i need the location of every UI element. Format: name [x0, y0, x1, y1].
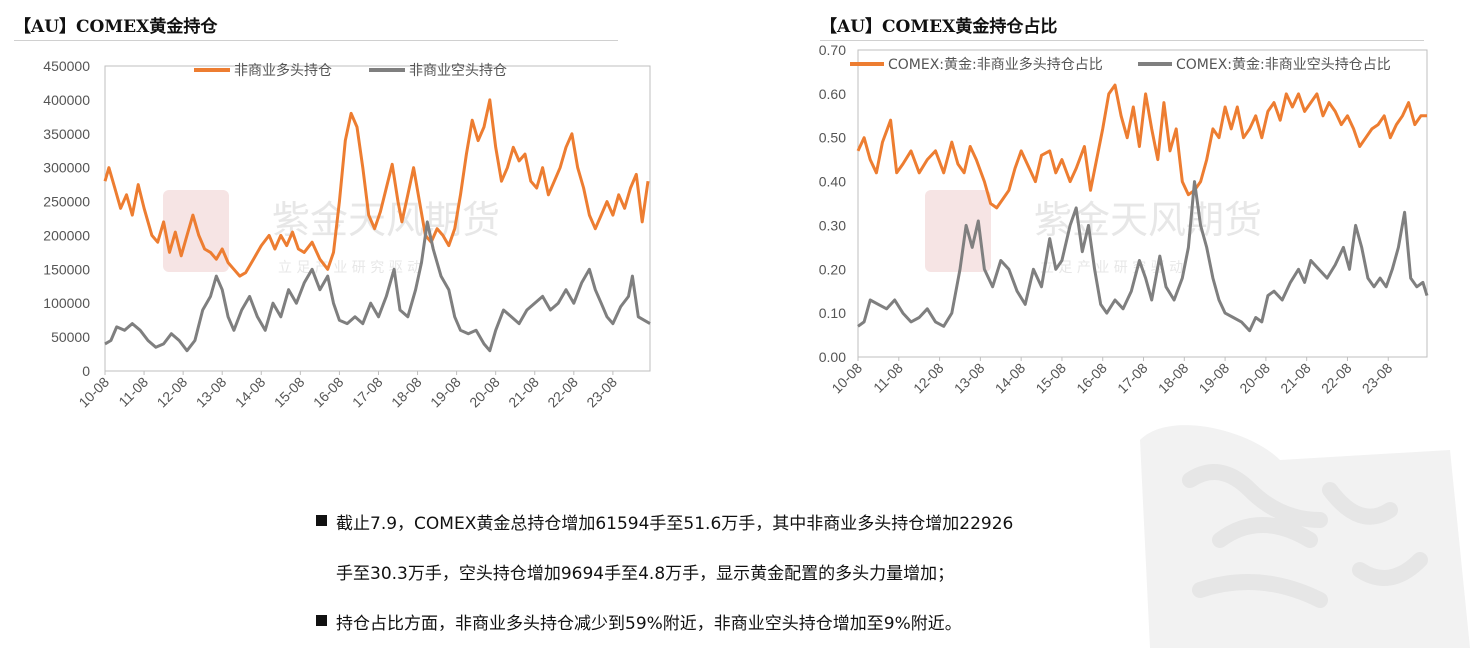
y-tick-label: 100000: [43, 295, 90, 311]
y-tick-label: 0.40: [819, 174, 846, 190]
bullet-square-icon: [316, 515, 327, 526]
y-tick-label: 0: [82, 363, 90, 379]
seal-icon: [925, 190, 991, 272]
plot-frame: [857, 49, 1428, 358]
x-tick-label: 22-08: [544, 374, 581, 411]
x-tick-label: 17-08: [349, 374, 386, 411]
bullet-1-line-2: 手至30.3万手，空头持仓增加9694手至4.8万手，显示黄金配置的多头力量增加…: [336, 564, 955, 584]
x-tick-label: 15-08: [271, 374, 308, 411]
x-tick-label: 10-08: [828, 360, 865, 397]
x-tick-label: 10-08: [75, 374, 112, 411]
y-tick-label: 50000: [51, 329, 90, 345]
watermark-tagline: 立 足 产 业 研 究 驱 动: [278, 260, 421, 276]
x-tick-label: 13-08: [951, 360, 988, 397]
x-tick-label: 12-08: [154, 374, 191, 411]
chart-1-title: 【AU】COMEX黄金持仓: [14, 17, 218, 37]
watermark-tagline: 立 足 产 业 研 究 驱 动: [1040, 260, 1183, 276]
y-tick-label: 450000: [43, 58, 90, 74]
x-tick-label: 18-08: [388, 374, 425, 411]
x-tick-label: 23-08: [1359, 360, 1396, 397]
legend-label: COMEX:黄金:非商业空头持仓占比: [1176, 56, 1391, 73]
y-tick-label: 400000: [43, 92, 90, 108]
x-tick-label: 11-08: [115, 374, 151, 410]
series-line-1: [103, 98, 650, 278]
bullet-1-line-1: 截止7.9，COMEX黄金总持仓增加61594手至51.6万手，其中非商业多头持…: [336, 514, 1014, 534]
y-tick-label: 0.10: [819, 305, 846, 321]
x-tick-label: 17-08: [1114, 360, 1151, 397]
x-tick-label: 14-08: [232, 374, 269, 411]
y-tick-label: 0.20: [819, 261, 846, 277]
y-tick-label: 350000: [43, 126, 90, 142]
y-tick-label: 250000: [43, 194, 90, 210]
bullet-2: 持仓占比方面，非商业多头持仓减少到59%附近，非商业空头持仓增加至9%附近。: [336, 614, 962, 634]
chart-2-title-rule: [820, 40, 1424, 41]
x-tick-label: 23-08: [583, 374, 620, 411]
x-tick-label: 21-08: [505, 374, 542, 411]
watermark-brand: 紫金天风期货: [272, 198, 500, 242]
x-tick-label: 21-08: [1277, 360, 1314, 397]
y-tick-label: 0.50: [819, 130, 846, 146]
plot-frame: [104, 65, 651, 372]
seal-watermark-large: [1130, 420, 1477, 648]
x-tick-label: 13-08: [193, 374, 230, 411]
y-tick-label: 0.70: [819, 42, 846, 58]
x-tick-label: 19-08: [1196, 360, 1233, 397]
x-tick-label: 16-08: [310, 374, 347, 411]
y-tick-label: 0.60: [819, 86, 846, 102]
x-tick-label: 22-08: [1318, 360, 1355, 397]
x-tick-label: 16-08: [1073, 360, 1110, 397]
y-tick-label: 300000: [43, 160, 90, 176]
y-tick-label: 0.30: [819, 217, 846, 233]
x-tick-label: 12-08: [910, 360, 947, 397]
legend-label: COMEX:黄金:非商业多头持仓占比: [888, 56, 1103, 73]
legend-label: 非商业多头持仓: [234, 62, 332, 79]
chart-1-title-rule: [14, 40, 618, 41]
legend-label: 非商业空头持仓: [409, 63, 507, 79]
chart-2-title: 【AU】COMEX黄金持仓占比: [820, 17, 1058, 37]
x-tick-label: 20-08: [1236, 360, 1273, 397]
chart-1-watermark: 紫金天风期货 立 足 产 业 研 究 驱 动: [163, 190, 500, 276]
series-line-2: [857, 180, 1429, 333]
bullet-square-icon: [316, 615, 327, 626]
x-tick-label: 18-08: [1155, 360, 1192, 397]
x-tick-label: 20-08: [466, 374, 503, 411]
x-tick-label: 19-08: [427, 374, 464, 411]
x-tick-label: 15-08: [1032, 360, 1069, 397]
series-line-2: [104, 220, 651, 353]
y-tick-label: 200000: [43, 227, 90, 243]
y-tick-label: 0.00: [819, 349, 846, 365]
x-tick-label: 14-08: [992, 360, 1029, 397]
x-tick-label: 11-08: [870, 360, 906, 396]
y-tick-label: 150000: [43, 261, 90, 277]
series-line-1: [856, 83, 1427, 210]
